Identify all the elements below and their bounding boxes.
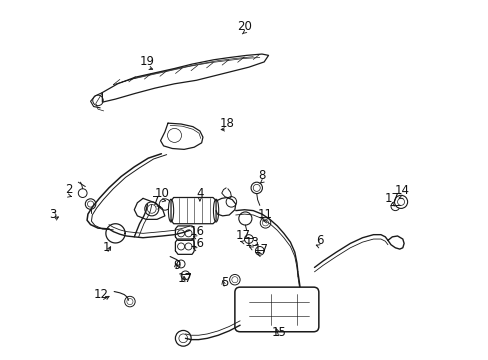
Circle shape [144, 202, 159, 216]
Circle shape [93, 95, 103, 105]
Text: 16: 16 [189, 237, 204, 250]
Circle shape [253, 184, 260, 192]
Text: 11: 11 [258, 208, 272, 221]
Text: 10: 10 [155, 188, 169, 201]
Text: 13: 13 [244, 235, 259, 249]
Text: 17: 17 [236, 229, 251, 243]
Text: 9: 9 [173, 259, 180, 272]
Circle shape [85, 199, 96, 209]
Circle shape [394, 195, 407, 208]
Text: 8: 8 [258, 169, 265, 182]
Text: 12: 12 [93, 288, 108, 301]
Circle shape [177, 260, 184, 268]
Text: 3: 3 [49, 208, 57, 221]
Circle shape [260, 217, 270, 228]
Circle shape [177, 243, 184, 250]
Circle shape [231, 276, 238, 283]
Circle shape [181, 271, 189, 280]
Circle shape [184, 243, 192, 250]
Circle shape [78, 189, 87, 198]
Text: 6: 6 [315, 234, 323, 247]
Text: 18: 18 [219, 117, 234, 130]
Circle shape [179, 334, 187, 343]
Circle shape [238, 212, 251, 225]
Circle shape [255, 247, 264, 255]
Circle shape [124, 296, 135, 307]
Text: 4: 4 [196, 188, 203, 201]
Circle shape [126, 298, 133, 305]
Circle shape [159, 199, 170, 210]
Text: 17: 17 [253, 243, 268, 256]
Text: 17: 17 [384, 192, 399, 205]
Text: 7: 7 [152, 195, 160, 208]
Circle shape [390, 202, 399, 211]
Circle shape [170, 131, 179, 140]
Circle shape [225, 197, 236, 207]
Text: 1: 1 [103, 241, 110, 254]
Circle shape [244, 235, 253, 243]
Circle shape [397, 198, 404, 205]
Text: 20: 20 [237, 19, 251, 32]
Text: 2: 2 [65, 183, 72, 196]
Text: 17: 17 [178, 272, 193, 285]
Text: 16: 16 [189, 225, 204, 238]
FancyBboxPatch shape [234, 287, 318, 332]
Circle shape [229, 274, 240, 285]
Text: 5: 5 [221, 276, 228, 289]
Circle shape [175, 330, 191, 346]
Circle shape [167, 129, 181, 143]
Circle shape [184, 230, 192, 237]
Circle shape [147, 204, 156, 213]
Text: 19: 19 [140, 55, 155, 68]
Circle shape [177, 230, 184, 237]
Circle shape [262, 220, 268, 226]
Ellipse shape [213, 199, 218, 222]
Ellipse shape [168, 199, 173, 222]
Circle shape [250, 182, 262, 194]
Circle shape [87, 201, 93, 207]
Text: 15: 15 [271, 326, 286, 339]
Text: 14: 14 [394, 184, 408, 197]
